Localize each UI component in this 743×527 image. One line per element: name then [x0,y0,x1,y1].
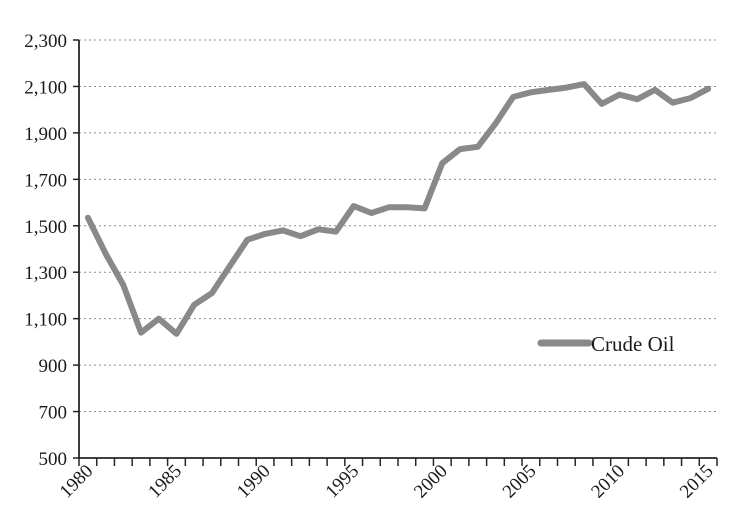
gridlines [79,39,717,413]
y-axis-labels: 500 700 900 1,100 1,300 1,500 1,700 1,900 2,100 2… [24,31,67,470]
axes [73,39,718,466]
x-tick-label: 2015 [676,461,718,503]
x-tick-label: 1990 [233,461,275,503]
legend-label: Crude Oil [591,332,675,356]
x-tick-label: 1985 [144,461,186,503]
x-axis-labels: 1980 1985 1990 1995 2000 2005 2010 2015 [56,461,718,503]
y-tick-label: 1,500 [24,217,67,238]
y-tick-label: 1,300 [24,263,67,284]
data-series [84,81,712,337]
y-tick-label: 900 [39,356,68,377]
series-line-crude-oil [84,81,712,337]
x-tick-label: 2005 [499,461,541,503]
y-tick-label: 500 [39,449,68,470]
y-tick-label: 2,100 [24,77,67,98]
y-tick-label: 2,300 [24,31,67,52]
y-tick-label: 700 [39,403,68,424]
x-tick-label: 1995 [322,461,364,503]
y-tick-label: 1,900 [24,124,67,145]
y-tick-label: 1,700 [24,170,67,191]
x-tick-label: 2010 [587,461,629,503]
y-tick-label: 1,100 [24,310,67,331]
x-tick-label: 2000 [410,461,452,503]
legend: Crude Oil [537,332,675,356]
